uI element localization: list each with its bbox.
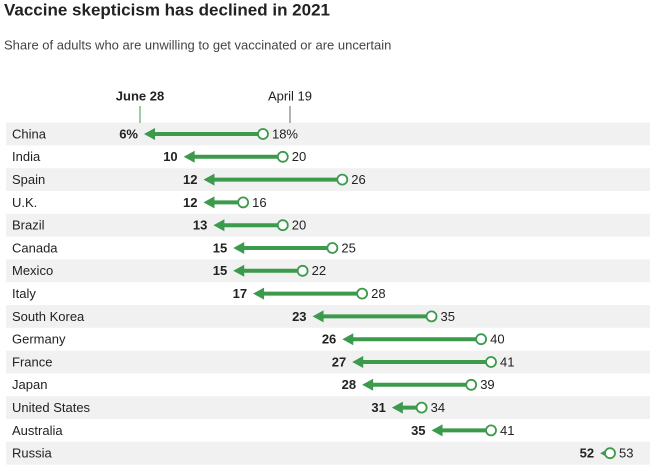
row-band xyxy=(6,213,650,237)
new-value-label: 15 xyxy=(213,240,227,255)
category-label: China xyxy=(12,126,47,141)
category-label: South Korea xyxy=(12,309,85,324)
old-value-label: 34 xyxy=(431,400,445,415)
arrow xyxy=(362,378,472,391)
category-label: Germany xyxy=(12,332,66,347)
old-value-label: 40 xyxy=(490,332,504,347)
category-label: Spain xyxy=(12,172,45,187)
arrow xyxy=(233,264,303,277)
start-marker xyxy=(237,196,250,209)
start-marker xyxy=(485,356,497,368)
category-label: France xyxy=(12,354,52,369)
start-marker xyxy=(336,173,349,186)
start-marker xyxy=(276,219,289,232)
arrow xyxy=(391,401,422,414)
arrow xyxy=(431,424,492,437)
legend-label: June 28 xyxy=(116,88,164,103)
arrow xyxy=(203,196,244,209)
start-marker xyxy=(475,333,488,346)
start-marker xyxy=(425,310,438,323)
old-value-label: 20 xyxy=(292,149,306,164)
new-value-label: 28 xyxy=(342,377,356,392)
new-value-label: 12 xyxy=(183,172,197,187)
new-value-label: 17 xyxy=(233,286,247,301)
new-value-label: 27 xyxy=(332,354,346,369)
arrow xyxy=(352,356,492,368)
start-marker xyxy=(276,150,289,163)
start-marker xyxy=(296,264,309,277)
old-value-label: 16 xyxy=(252,195,266,210)
start-marker xyxy=(604,447,616,460)
new-value-label: 12 xyxy=(183,195,197,210)
old-value-label: 53 xyxy=(619,446,633,461)
old-value-label: 18% xyxy=(272,126,298,141)
row-band xyxy=(6,259,650,283)
old-value-label: 20 xyxy=(292,218,306,233)
category-label: Canada xyxy=(12,240,58,255)
arrow xyxy=(233,242,333,254)
new-value-label: 6% xyxy=(119,126,138,141)
start-marker xyxy=(356,287,369,300)
new-value-label: 52 xyxy=(580,446,594,461)
old-value-label: 41 xyxy=(500,423,514,438)
start-marker xyxy=(326,242,339,254)
row-band xyxy=(6,441,650,465)
chart-title: Vaccine skepticism has declined in 2021 xyxy=(4,0,330,19)
new-value-label: 35 xyxy=(411,423,425,438)
arrow xyxy=(144,128,263,140)
new-value-label: 10 xyxy=(163,149,177,164)
new-value-label: 23 xyxy=(292,309,306,324)
category-label: India xyxy=(12,149,41,164)
category-label: Italy xyxy=(12,286,36,301)
row-band xyxy=(6,122,650,146)
arrow xyxy=(253,287,363,300)
start-marker xyxy=(485,424,497,437)
category-label: Mexico xyxy=(12,263,53,278)
old-value-label: 35 xyxy=(441,309,455,324)
old-value-label: 26 xyxy=(351,172,365,187)
arrow xyxy=(312,310,432,323)
arrow xyxy=(203,173,343,186)
old-value-label: 25 xyxy=(341,240,355,255)
legend-label: April 19 xyxy=(268,88,312,103)
old-value-label: 39 xyxy=(480,377,494,392)
old-value-label: 41 xyxy=(500,354,514,369)
new-value-label: 13 xyxy=(193,218,207,233)
new-value-label: 15 xyxy=(213,263,227,278)
new-value-label: 26 xyxy=(322,332,336,347)
category-label: United States xyxy=(12,400,91,415)
old-value-label: 28 xyxy=(371,286,385,301)
category-label: Brazil xyxy=(12,218,45,233)
arrow xyxy=(342,333,482,346)
old-value-label: 22 xyxy=(312,263,326,278)
chart-subtitle: Share of adults who are unwilling to get… xyxy=(4,37,391,52)
start-marker xyxy=(257,128,269,140)
category-label: Russia xyxy=(12,446,53,461)
row-band xyxy=(6,350,650,374)
arrow xyxy=(183,150,283,163)
category-label: Japan xyxy=(12,377,47,392)
arrow xyxy=(213,219,283,232)
category-label: U.K. xyxy=(12,195,37,210)
start-marker xyxy=(465,378,478,391)
start-marker xyxy=(415,401,428,414)
row-band xyxy=(6,396,650,419)
new-value-label: 31 xyxy=(371,400,385,415)
category-label: Australia xyxy=(12,423,63,438)
